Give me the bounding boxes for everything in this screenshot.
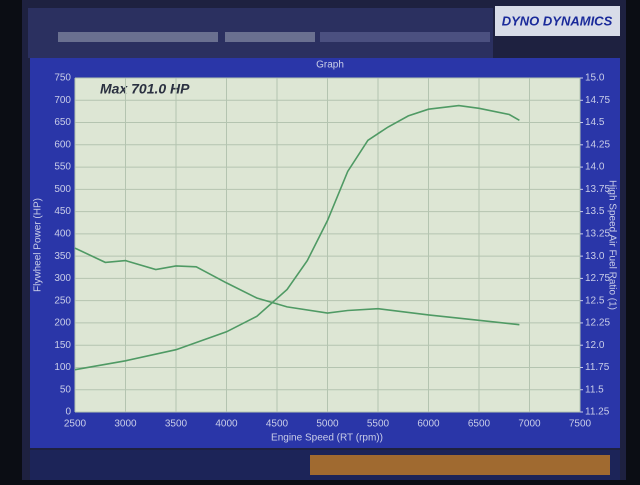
y2-tick-label: 13.75 [585, 184, 610, 195]
y-tick-label: 100 [54, 362, 71, 373]
y2-tick-label: 14.25 [585, 139, 610, 150]
x-tick-label: 4000 [215, 419, 238, 430]
x-tick-label: 5500 [367, 419, 390, 430]
y2-tick-label: 12.5 [585, 295, 605, 306]
buttons[interactable] [320, 32, 490, 42]
y-tick-label: 150 [54, 340, 71, 351]
y-tick-label: 300 [54, 273, 71, 284]
status-field [310, 455, 610, 475]
y2-tick-label: 11.75 [585, 362, 610, 373]
logo-box [495, 6, 620, 36]
y-tick-label: 200 [54, 318, 71, 329]
y-tick-label: 600 [54, 139, 71, 150]
y2-tick-label: 13.0 [585, 251, 605, 262]
x-tick-label: 5000 [316, 419, 339, 430]
y-tick-label: 250 [54, 295, 71, 306]
y-tick-label: 750 [54, 73, 71, 84]
y2-tick-label: 14.0 [585, 162, 605, 173]
x-tick-label: 7000 [518, 419, 541, 430]
y-tick-label: 700 [54, 95, 71, 106]
y2-tick-label: 14.5 [585, 117, 605, 128]
y2-tick-label: 15.0 [585, 73, 605, 84]
x-tick-label: 6500 [468, 419, 491, 430]
series-line [74, 104, 520, 371]
y-tick-label: 0 [65, 407, 71, 418]
annotation: Max 701.0 HP [100, 81, 190, 97]
x-tick-label: 6000 [417, 419, 440, 430]
x-tick-label: 3000 [114, 419, 137, 430]
y-tick-label: 50 [60, 384, 72, 395]
y2-tick-label: 11.5 [585, 384, 604, 395]
x-axis-label: Engine Speed (RT (rpm)) [271, 433, 383, 444]
y2-tick-label: 12.75 [585, 273, 610, 284]
y2-tick-label: 13.25 [585, 229, 610, 240]
panel-title: Graph [316, 60, 344, 71]
field [225, 32, 315, 42]
x-tick-label: 3500 [165, 419, 188, 430]
logo: DYNO DYNAMICS [502, 13, 613, 28]
x-tick-label: 4500 [266, 419, 289, 430]
y2-axis-label: High Speed Air Fuel Ratio (1) [606, 180, 617, 310]
y2-tick-label: 12.25 [585, 318, 610, 329]
y2-tick-label: 11.25 [585, 407, 610, 418]
field [58, 32, 218, 42]
y2-tick-label: 14.75 [585, 95, 610, 106]
x-tick-label: 7500 [569, 419, 592, 430]
y-tick-label: 650 [54, 117, 71, 128]
y2-tick-label: 13.5 [585, 206, 605, 217]
series-line [74, 247, 520, 326]
y-axis-label: Flywheel Power (HP) [33, 198, 44, 292]
x-tick-label: 2500 [64, 419, 87, 430]
y2-tick-label: 12.0 [585, 340, 605, 351]
y-tick-label: 400 [54, 229, 71, 240]
y-tick-label: 450 [54, 206, 71, 217]
y-tick-label: 350 [54, 251, 71, 262]
y-tick-label: 500 [54, 184, 71, 195]
y-tick-label: 550 [54, 162, 71, 173]
